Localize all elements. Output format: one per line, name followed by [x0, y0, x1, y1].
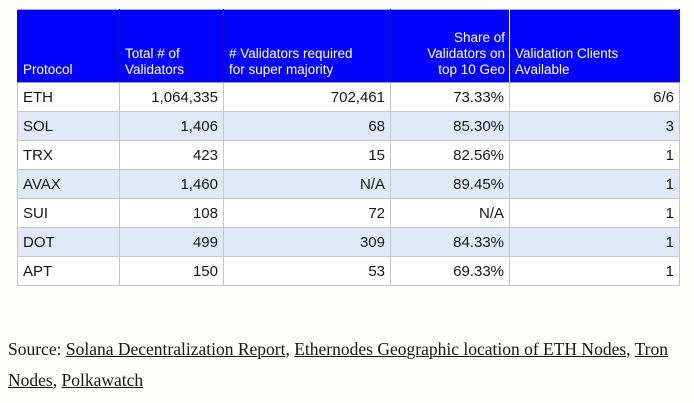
cell-top10-geo-share: N/A [390, 198, 510, 228]
cell-total-validators: 150 [119, 256, 224, 286]
table-body: ETH 1,064,335 702,461 73.33% 6/6 SOL 1,406 68 85… [17, 82, 680, 286]
table-row: TRX 423 15 82.56% 1 [17, 140, 680, 170]
table-row: ETH 1,064,335 702,461 73.33% 6/6 [17, 82, 680, 112]
cell-top10-geo-share: 89.45% [390, 169, 510, 199]
cell-top10-geo-share: 84.33% [390, 227, 510, 257]
table-row: AVAX 1,460 N/A 89.45% 1 [17, 169, 680, 199]
cell-protocol: APT [17, 256, 120, 286]
cell-validation-clients: 1 [509, 227, 680, 257]
validators-table: Protocol Total # of Validators # Validat… [17, 9, 680, 286]
cell-total-validators: 1,406 [119, 111, 224, 141]
cell-validation-clients: 1 [509, 169, 680, 199]
cell-required-supermajority: 53 [223, 256, 391, 286]
cell-top10-geo-share: 82.56% [390, 140, 510, 170]
cell-required-supermajority: 702,461 [223, 82, 391, 112]
table-row: DOT 499 309 84.33% 1 [17, 227, 680, 257]
cell-total-validators: 1,064,335 [119, 82, 224, 112]
cell-protocol: SOL [17, 111, 120, 141]
cell-required-supermajority: 309 [223, 227, 391, 257]
header-top10-geo-share: Share of Validators on top 10 Geo [390, 9, 510, 83]
cell-top10-geo-share: 69.33% [390, 256, 510, 286]
header-protocol: Protocol [17, 9, 120, 83]
table-row: SUI 108 72 N/A 1 [17, 198, 680, 228]
header-total-validators: Total # of Validators [119, 9, 224, 83]
cell-top10-geo-share: 73.33% [390, 82, 510, 112]
source-line: Source: Solana Decentralization Report, … [8, 334, 686, 396]
header-required-supermajority: # Validators required for super majority [223, 9, 391, 83]
cell-total-validators: 108 [119, 198, 224, 228]
cell-required-supermajority: 72 [223, 198, 391, 228]
cell-protocol: ETH [17, 82, 120, 112]
source-links: Solana Decentralization Report, Ethernod… [8, 339, 668, 390]
cell-protocol: AVAX [17, 169, 120, 199]
cell-total-validators: 1,460 [119, 169, 224, 199]
table-row: SOL 1,406 68 85.30% 3 [17, 111, 680, 141]
cell-required-supermajority: 68 [223, 111, 391, 141]
cell-validation-clients: 1 [509, 140, 680, 170]
source-prefix: Source: [8, 339, 66, 359]
cell-validation-clients: 1 [509, 198, 680, 228]
table-row: APT 150 53 69.33% 1 [17, 256, 680, 286]
source-link-3[interactable]: Tron Nodes [8, 339, 668, 390]
cell-required-supermajority: 15 [223, 140, 391, 170]
header-row: Protocol Total # of Validators # Validat… [17, 9, 680, 83]
cell-validation-clients: 1 [509, 256, 680, 286]
cell-top10-geo-share: 85.30% [390, 111, 510, 141]
header-validation-clients: Validation Clients Available [509, 9, 680, 83]
cell-protocol: SUI [17, 198, 120, 228]
cell-protocol: DOT [17, 227, 120, 257]
source-link-4[interactable]: Polkawatch [61, 370, 144, 390]
cell-protocol: TRX [17, 140, 120, 170]
cell-required-supermajority: N/A [223, 169, 391, 199]
cell-total-validators: 423 [119, 140, 224, 170]
cell-total-validators: 499 [119, 227, 224, 257]
source-link-2[interactable]: Ethernodes Geographic location of ETH No… [294, 339, 627, 359]
table-header: Protocol Total # of Validators # Validat… [17, 9, 680, 83]
cell-validation-clients: 6/6 [509, 82, 680, 112]
cell-validation-clients: 3 [509, 111, 680, 141]
source-link-1[interactable]: Solana Decentralization Report [65, 339, 286, 359]
